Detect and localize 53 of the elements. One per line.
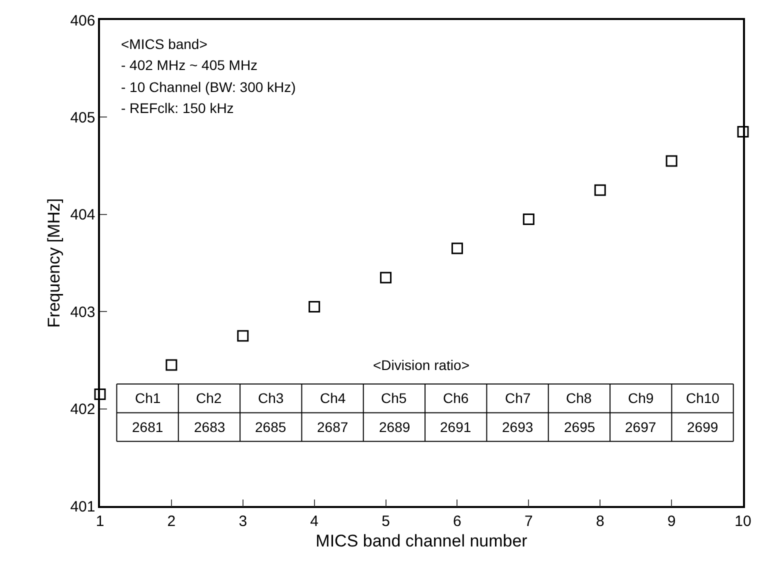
- annotation: - REFclk: 150 kHz: [121, 100, 234, 116]
- annotation: Ch5: [381, 390, 407, 406]
- annotation: <Division ratio>: [373, 357, 470, 373]
- x-axis-title: MICS band channel number: [316, 532, 528, 551]
- y-tick-label: 404: [70, 206, 96, 224]
- annotation: Ch7: [505, 390, 531, 406]
- annotation: 2693: [502, 419, 534, 435]
- x-tick-label: 7: [524, 512, 533, 530]
- annotation: Ch4: [320, 390, 346, 406]
- annotation: 2697: [625, 419, 656, 435]
- annotation: Ch2: [196, 390, 222, 406]
- annotation: Ch3: [258, 390, 284, 406]
- annotation: Ch1: [135, 390, 161, 406]
- x-tick-label: 1: [96, 512, 104, 530]
- annotation: 2695: [564, 419, 596, 435]
- point: [380, 272, 392, 284]
- annotation: 2689: [379, 419, 410, 435]
- point: [737, 126, 749, 138]
- y-tick-label: 402: [70, 401, 96, 418]
- point: [594, 184, 606, 196]
- point: [237, 330, 249, 342]
- annotation: <MICS band>: [121, 36, 208, 52]
- annotation: 2683: [194, 419, 226, 435]
- annotation: - 10 Channel (BW: 300 kHz): [121, 79, 296, 95]
- annotation: 2691: [440, 419, 472, 435]
- x-tick-label: 5: [382, 512, 390, 530]
- point: [666, 155, 678, 167]
- point: [451, 242, 463, 254]
- annotation: Ch9: [628, 390, 654, 406]
- x-tick-label: 8: [596, 512, 604, 530]
- x-tick-label: 6: [453, 512, 462, 530]
- annotation: Ch10: [686, 390, 720, 406]
- annotation: 2681: [132, 419, 164, 435]
- annotation: Ch8: [566, 390, 592, 406]
- y-tick-label: 401: [70, 498, 96, 516]
- x-tick-label: 9: [667, 512, 676, 530]
- x-tick-label: 3: [238, 512, 248, 530]
- annotation: 2685: [255, 419, 286, 435]
- point: [94, 388, 106, 400]
- y-tick-label: 406: [70, 12, 96, 30]
- x-tick-label: 10: [734, 512, 752, 530]
- x-tick-label: 4: [310, 512, 318, 530]
- y-tick-label: 405: [70, 109, 96, 126]
- point: [522, 214, 534, 226]
- annotation: 2699: [687, 419, 718, 435]
- x-tick-label: 2: [167, 512, 176, 530]
- point: [308, 300, 320, 312]
- annotation: Ch6: [443, 390, 469, 406]
- point: [166, 359, 178, 371]
- y-axis-title: Frequency [MHz]: [44, 198, 64, 328]
- y-tick-label: 403: [70, 304, 96, 321]
- annotation: 2687: [317, 419, 348, 435]
- annotation: - 402 MHz ~ 405 MHz: [121, 57, 258, 73]
